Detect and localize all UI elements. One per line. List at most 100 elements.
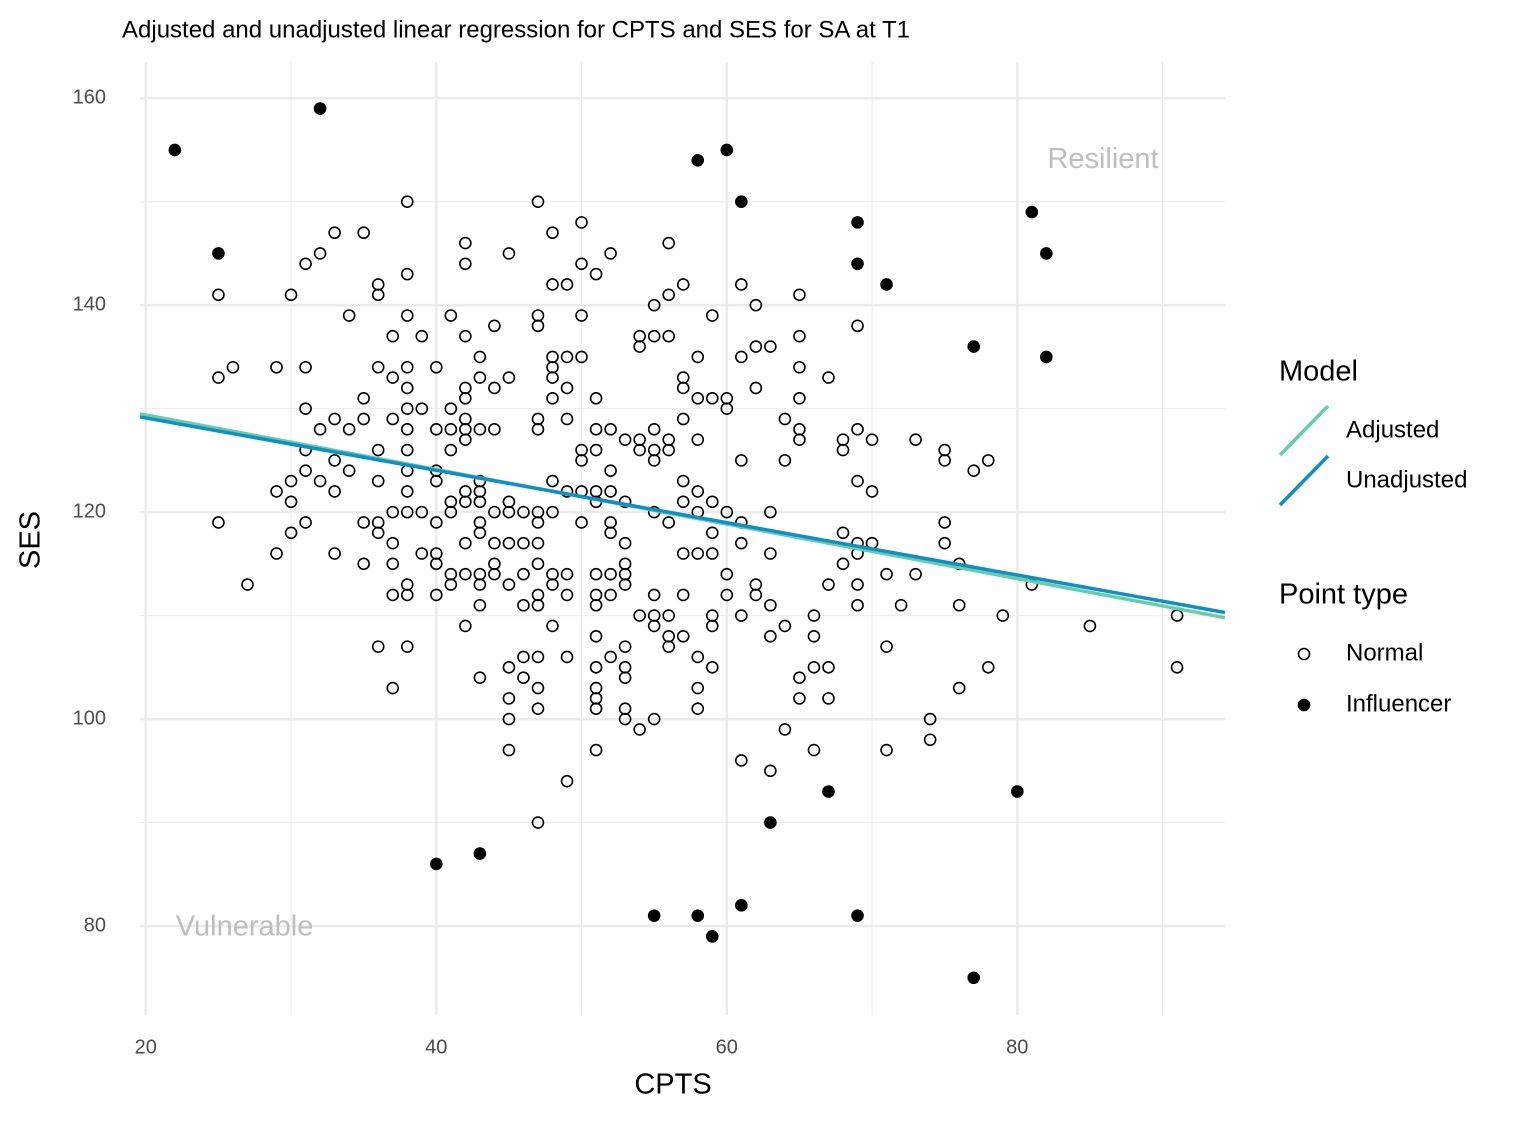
point — [473, 423, 487, 436]
point — [444, 505, 458, 519]
point — [430, 857, 443, 871]
point — [502, 371, 516, 384]
y-tick-label: 160 — [73, 86, 106, 108]
point — [415, 329, 429, 343]
point — [676, 412, 690, 426]
point — [415, 505, 429, 519]
point — [676, 381, 690, 395]
point — [284, 288, 298, 302]
legend: Model Adjusted Unadjusted Point type Normal I… — [1278, 356, 1467, 717]
point — [357, 226, 370, 240]
point — [386, 412, 400, 426]
legend-key — [1297, 698, 1311, 712]
point — [502, 743, 516, 757]
point — [415, 402, 429, 415]
point — [676, 588, 690, 602]
point — [400, 381, 414, 395]
point — [749, 298, 763, 312]
legend-label: Unadjusted — [1346, 466, 1467, 493]
legend-key — [1278, 404, 1330, 457]
point — [560, 412, 574, 426]
point — [546, 360, 559, 374]
legend-title: Point type — [1279, 579, 1408, 611]
point — [575, 216, 588, 229]
point — [589, 629, 603, 643]
point — [676, 371, 690, 384]
point — [967, 464, 981, 478]
point — [778, 723, 792, 736]
point — [662, 329, 676, 343]
point — [212, 247, 225, 260]
point — [328, 454, 341, 467]
point — [400, 588, 414, 602]
point — [517, 598, 530, 612]
point — [459, 485, 472, 498]
point — [488, 319, 501, 333]
point — [647, 619, 661, 633]
point — [371, 516, 385, 529]
point — [1040, 247, 1053, 260]
point — [284, 526, 298, 540]
point — [342, 423, 356, 436]
point — [865, 433, 879, 446]
point — [444, 423, 458, 436]
point — [531, 319, 545, 333]
point — [371, 640, 385, 653]
point — [371, 526, 385, 540]
point — [531, 195, 545, 208]
point — [400, 309, 414, 322]
point — [967, 971, 981, 985]
point — [909, 567, 922, 581]
point — [676, 278, 690, 291]
point — [328, 226, 341, 240]
point — [735, 278, 748, 291]
point — [400, 578, 414, 591]
point — [212, 288, 225, 302]
point — [1010, 785, 1024, 798]
point — [531, 681, 545, 695]
point — [488, 505, 501, 519]
point — [662, 236, 676, 250]
point — [531, 516, 545, 529]
point — [604, 247, 617, 260]
point — [313, 474, 327, 488]
point — [647, 454, 661, 467]
point — [720, 143, 734, 157]
point — [531, 536, 545, 550]
point — [778, 412, 792, 426]
point — [371, 278, 385, 291]
point — [981, 454, 995, 467]
point — [357, 412, 370, 426]
point — [793, 671, 806, 684]
point — [284, 495, 298, 509]
point — [1040, 350, 1053, 364]
point — [502, 712, 516, 726]
point — [342, 309, 356, 322]
point — [589, 267, 603, 281]
point — [952, 598, 966, 612]
point — [488, 381, 501, 395]
point — [473, 847, 487, 860]
point — [371, 360, 385, 374]
point — [430, 423, 443, 436]
point — [618, 661, 632, 674]
point — [1083, 619, 1097, 633]
point — [430, 360, 443, 374]
point — [560, 567, 574, 581]
point — [459, 567, 472, 581]
point — [212, 516, 225, 529]
point — [793, 433, 806, 446]
point — [618, 702, 632, 716]
point — [459, 412, 472, 426]
point — [1170, 661, 1184, 674]
point — [400, 485, 414, 498]
point — [430, 516, 443, 529]
point — [589, 598, 603, 612]
point — [357, 516, 370, 529]
point — [430, 474, 443, 488]
point — [444, 578, 458, 591]
point — [604, 588, 617, 602]
point — [546, 505, 559, 519]
point — [473, 671, 487, 684]
